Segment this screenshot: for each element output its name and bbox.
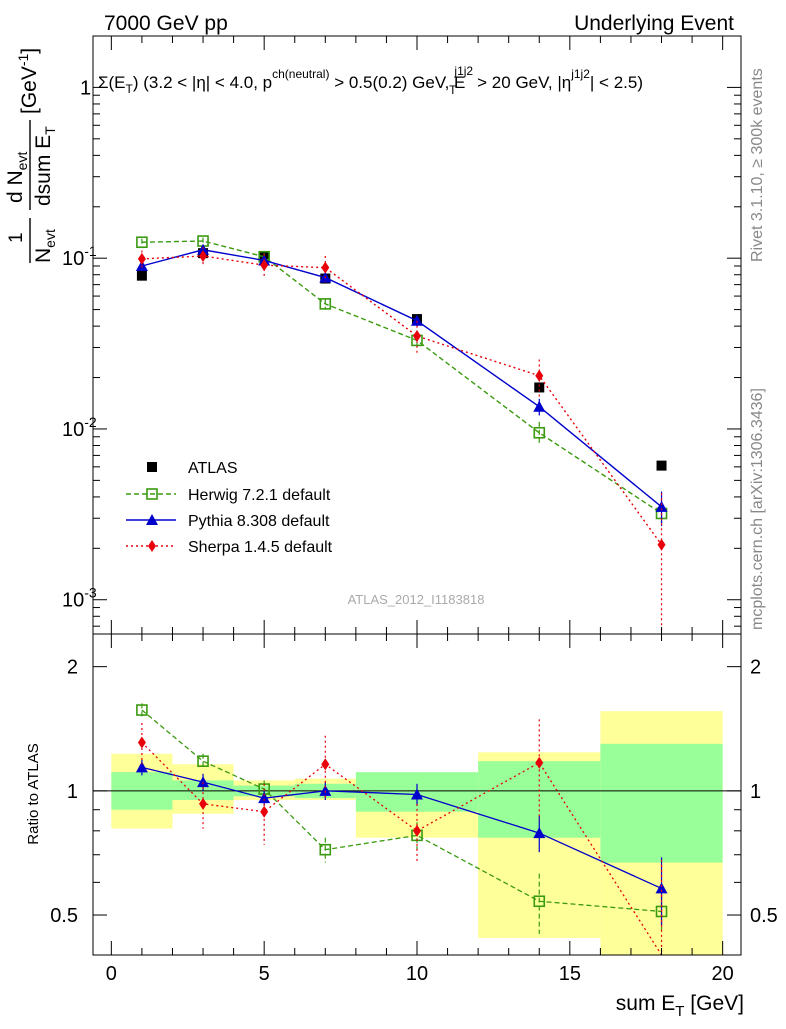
x-axis-label: sum ET [GeV] — [616, 992, 744, 1020]
rivet-label: Rivet 3.1.10, ≥ 300k events — [749, 68, 766, 262]
data-point — [321, 261, 330, 274]
data-point — [197, 243, 210, 255]
legend-label-herwig: Herwig 7.2.1 default — [188, 487, 331, 504]
ratio-point — [136, 704, 148, 716]
header-right-label: Underlying Event — [574, 12, 734, 35]
ratio-y-tick-label-right: 1 — [750, 781, 761, 803]
ratio-point — [260, 805, 269, 818]
ratio-point — [655, 882, 668, 894]
ratio-y-tick-label-right: 2 — [750, 657, 761, 679]
main-plot-area — [135, 235, 668, 634]
data-point — [533, 426, 546, 439]
ratio-point — [199, 797, 208, 810]
legend-label-sherpa: Sherpa 1.4.5 default — [188, 539, 333, 556]
data-point — [137, 252, 146, 265]
ratio-point — [258, 792, 271, 804]
band-inner — [600, 743, 723, 863]
ratio-point — [533, 895, 546, 908]
data-point — [136, 236, 148, 249]
ratio-y-tick-label: 1 — [67, 781, 78, 803]
ratio-point — [413, 824, 421, 837]
legend-label-atlas: ATLAS — [188, 460, 238, 477]
ratio-y-tick-label: 0.5 — [50, 905, 78, 927]
ratio-point — [533, 827, 546, 839]
main-y-tick-label: 10-1 — [62, 243, 97, 270]
svg-text:[GeV-1]: [GeV-1] — [15, 48, 41, 114]
svg-text:1: 1 — [6, 232, 27, 243]
analysis-reference: ATLAS_2012_I1183818 — [348, 592, 485, 607]
ratio-point — [197, 776, 210, 788]
legend-label-pythia: Pythia 8.308 default — [188, 513, 330, 530]
ratio-axes: 0.5 0.51 12 20 5 10 15 20 — [50, 634, 778, 985]
series-pythia — [135, 243, 668, 527]
data-point — [655, 500, 668, 512]
x-tick-label: 0 — [106, 963, 117, 985]
data-point — [411, 314, 423, 326]
data-point — [136, 270, 147, 281]
main-y-tick-label: 10-2 — [62, 414, 97, 441]
data-point — [199, 249, 208, 262]
data-point — [533, 400, 546, 412]
main-y-tick-label: 10-3 — [62, 585, 97, 612]
x-tick-label: 15 — [559, 963, 581, 985]
x-tick-label: 5 — [259, 963, 270, 985]
ratio-series-sherpa — [137, 719, 663, 956]
ratio-point — [197, 755, 209, 767]
ratio-point — [319, 784, 332, 796]
legend-marker — [146, 488, 158, 500]
svg-text:Nevt: Nevt — [32, 229, 58, 263]
data-point — [534, 382, 545, 393]
header-left-label: 7000 GeV pp — [104, 12, 228, 35]
svg-text:dsum ET: dsum ET — [32, 126, 58, 206]
main-ylabel: 1 Nevt d Nevt dsum ET [GeV-1] — [4, 48, 58, 263]
ratio-point — [411, 788, 423, 800]
ratio-point — [321, 758, 330, 771]
ratio-y-tick-label-right: 0.5 — [750, 905, 778, 927]
x-tick-label: 10 — [406, 963, 428, 985]
data-point — [656, 460, 667, 471]
legend: ATLAS Herwig 7.2.1 default Pythia 8.308 … — [126, 460, 333, 556]
data-point — [413, 330, 421, 343]
ratio-panel: 0.5 0.51 12 20 5 10 15 20 Ratio to ATLAS sum ET… — [25, 633, 778, 1020]
ratio-y-tick-label: 2 — [67, 657, 78, 679]
main-axes: 10-3 10-2 10-1 1 — [62, 35, 741, 634]
plot-title: Σ(ET) (3.2 < |η| < 4.0, pch(neutral) > 0… — [98, 64, 643, 97]
legend-marker — [147, 462, 157, 472]
main-panel: 10-3 10-2 10-1 1 Σ(ET) (3.2 < |η| < 4.0, pc… — [4, 35, 742, 635]
ratio-point — [137, 736, 146, 749]
legend-marker — [148, 540, 156, 552]
mcplots-label: mcplots.cern.ch [arXiv:1306.3436] — [749, 388, 766, 630]
series-herwig — [136, 235, 668, 524]
ratio-point — [135, 761, 148, 773]
ratio-ylabel: Ratio to ATLAS — [25, 743, 42, 844]
series-sherpa — [137, 247, 666, 634]
ratio-plot-area — [93, 703, 741, 956]
ratio-point — [319, 843, 332, 856]
svg-text:d Nevt: d Nevt — [4, 152, 30, 203]
series-line — [141, 240, 662, 515]
main-y-tick-label: 1 — [80, 77, 91, 99]
data-point — [319, 298, 332, 310]
ratio-point — [535, 756, 544, 769]
x-tick-label: 20 — [712, 963, 734, 985]
series-atlas — [136, 248, 667, 471]
data-point — [260, 259, 269, 272]
data-point — [657, 538, 666, 551]
legend-marker — [146, 514, 158, 525]
data-point — [535, 369, 544, 382]
